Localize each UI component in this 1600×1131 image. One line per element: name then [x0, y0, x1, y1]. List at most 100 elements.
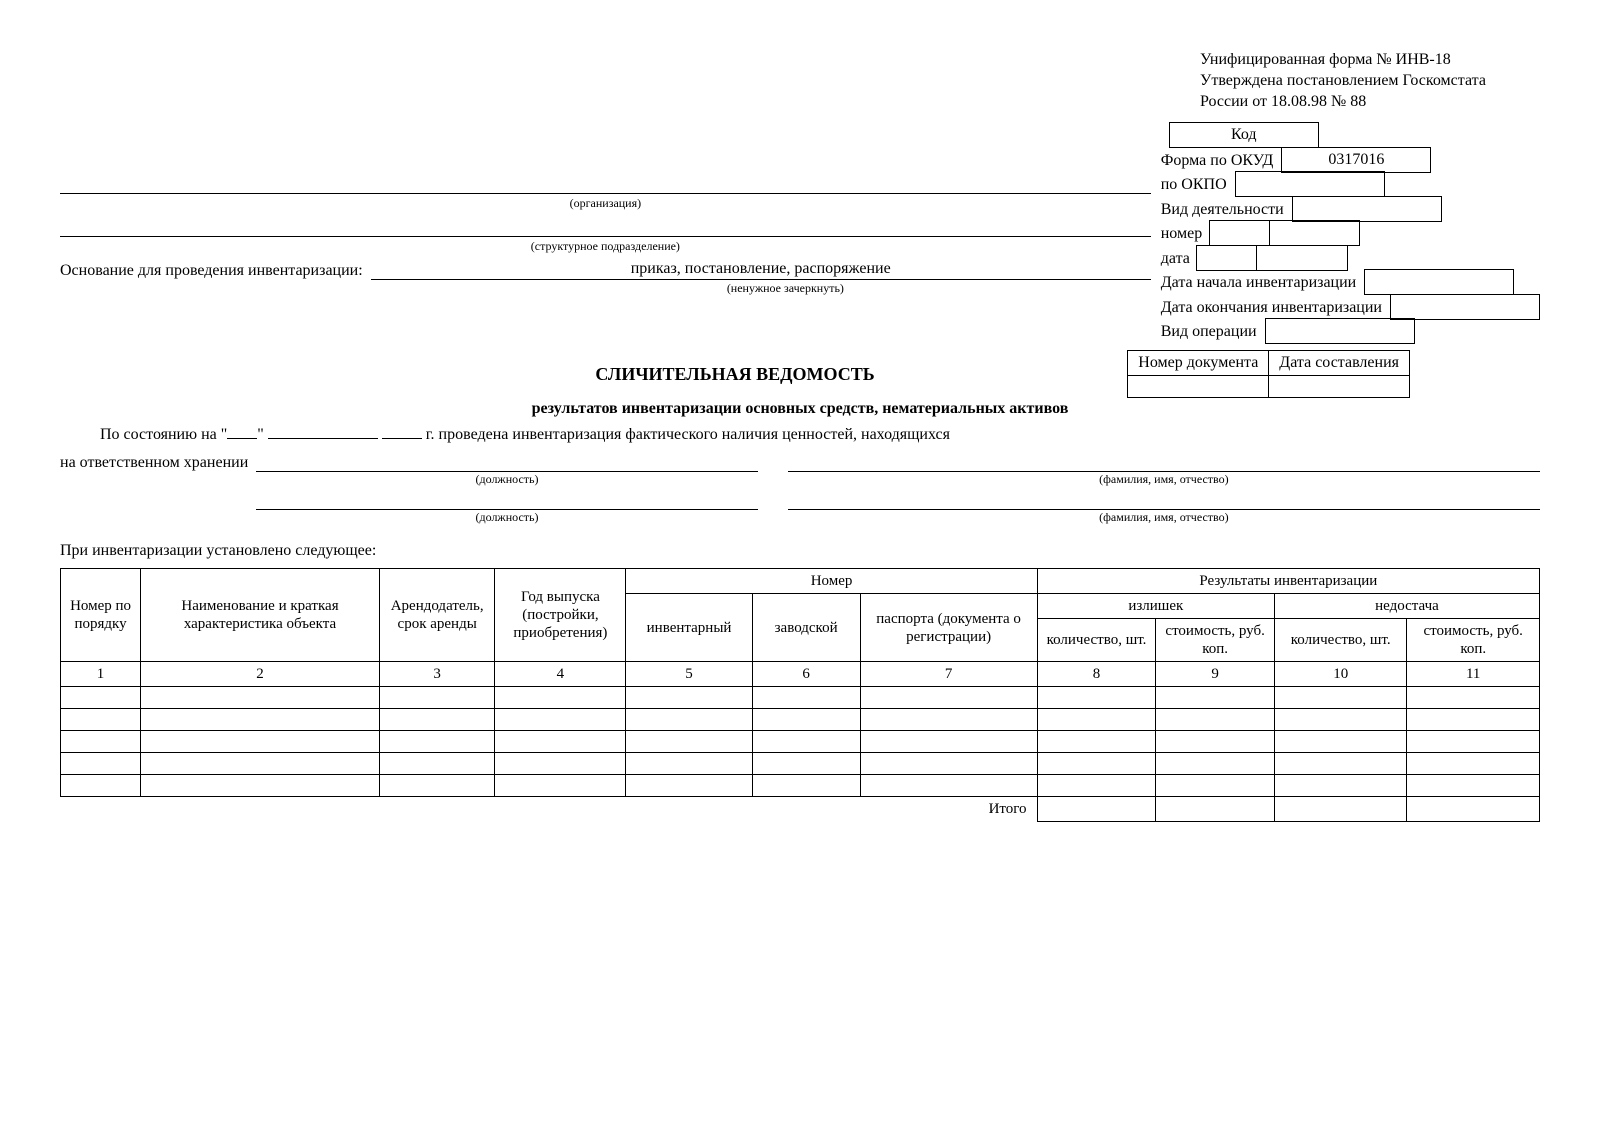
table-cell[interactable]	[141, 709, 380, 731]
table-cell[interactable]	[1156, 775, 1275, 797]
doc-date-value[interactable]	[1269, 376, 1410, 398]
basis-value[interactable]: приказ, постановление, распоряжение	[371, 260, 1151, 280]
table-cell[interactable]	[379, 709, 495, 731]
table-cell[interactable]	[61, 775, 141, 797]
operation-type-value[interactable]	[1265, 318, 1415, 344]
table-cell[interactable]	[860, 731, 1037, 753]
col-surplus-header: излишек	[1037, 594, 1274, 619]
doc-num-value[interactable]	[1128, 376, 1269, 398]
table-cell[interactable]	[495, 687, 626, 709]
col-num-11: 11	[1407, 662, 1540, 687]
table-cell[interactable]	[1407, 731, 1540, 753]
col-8-header: количество, шт.	[1037, 619, 1156, 662]
col-10-header: количество, шт.	[1274, 619, 1406, 662]
table-cell[interactable]	[1274, 775, 1406, 797]
fio-field-1[interactable]	[788, 452, 1540, 472]
okpo-label: по ОКПО	[1161, 176, 1235, 194]
okud-value: 0317016	[1281, 147, 1431, 173]
table-cell[interactable]	[1407, 709, 1540, 731]
table-cell[interactable]	[626, 731, 752, 753]
itogo-c8[interactable]	[1037, 797, 1156, 822]
col-num-6: 6	[752, 662, 860, 687]
okpo-value[interactable]	[1235, 171, 1385, 197]
col-9-header: стоимость, руб. коп.	[1156, 619, 1275, 662]
table-cell[interactable]	[1407, 687, 1540, 709]
basis-caption: (ненужное зачеркнуть)	[60, 281, 1151, 296]
col-num-4: 4	[495, 662, 626, 687]
table-cell[interactable]	[752, 753, 860, 775]
table-cell[interactable]	[626, 753, 752, 775]
table-cell[interactable]	[1156, 709, 1275, 731]
table-cell[interactable]	[626, 709, 752, 731]
table-row	[61, 753, 1540, 775]
number-value[interactable]	[1269, 220, 1361, 246]
table-cell[interactable]	[141, 775, 380, 797]
table-cell[interactable]	[141, 687, 380, 709]
date-value[interactable]	[1256, 245, 1348, 271]
col-num-2: 2	[141, 662, 380, 687]
table-cell[interactable]	[495, 731, 626, 753]
table-cell[interactable]	[1274, 731, 1406, 753]
table-cell[interactable]	[860, 687, 1037, 709]
table-cell[interactable]	[752, 709, 860, 731]
position-field-1[interactable]	[256, 452, 758, 472]
table-cell[interactable]	[1037, 687, 1156, 709]
table-cell[interactable]	[1407, 775, 1540, 797]
table-cell[interactable]	[1274, 753, 1406, 775]
code-header: Код	[1169, 122, 1319, 148]
table-cell[interactable]	[1274, 709, 1406, 731]
table-cell[interactable]	[752, 775, 860, 797]
table-cell[interactable]	[752, 731, 860, 753]
table-cell[interactable]	[379, 687, 495, 709]
table-cell[interactable]	[495, 775, 626, 797]
state-year[interactable]	[382, 438, 422, 439]
state-month[interactable]	[268, 438, 378, 439]
table-cell[interactable]	[61, 731, 141, 753]
table-cell[interactable]	[61, 753, 141, 775]
itogo-c10[interactable]	[1274, 797, 1407, 822]
table-cell[interactable]	[1037, 709, 1156, 731]
table-cell[interactable]	[379, 775, 495, 797]
organization-field[interactable]	[60, 174, 1151, 194]
table-cell[interactable]	[860, 753, 1037, 775]
subdivision-field[interactable]	[60, 217, 1151, 237]
table-cell[interactable]	[495, 709, 626, 731]
state-day[interactable]	[227, 438, 257, 439]
col-nomer-header: Номер	[626, 569, 1037, 594]
table-cell[interactable]	[1156, 753, 1275, 775]
table-cell[interactable]	[1156, 687, 1275, 709]
col-shortage-header: недостача	[1274, 594, 1539, 619]
table-row	[61, 731, 1540, 753]
table-cell[interactable]	[860, 709, 1037, 731]
table-cell[interactable]	[1274, 687, 1406, 709]
table-cell[interactable]	[1037, 775, 1156, 797]
table-cell[interactable]	[61, 709, 141, 731]
state-mid1: "	[257, 426, 264, 443]
table-cell[interactable]	[141, 753, 380, 775]
col-3-header: Арендодатель, срок аренды	[379, 569, 495, 662]
okud-label: Форма по ОКУД	[1161, 152, 1282, 170]
position-field-2[interactable]	[256, 490, 758, 510]
table-cell[interactable]	[626, 687, 752, 709]
table-cell[interactable]	[1037, 731, 1156, 753]
table-cell[interactable]	[379, 731, 495, 753]
itogo-table: Итого	[60, 796, 1540, 822]
table-cell[interactable]	[141, 731, 380, 753]
table-cell[interactable]	[1037, 753, 1156, 775]
table-cell[interactable]	[379, 753, 495, 775]
table-cell[interactable]	[1407, 753, 1540, 775]
table-cell[interactable]	[495, 753, 626, 775]
fio-field-2[interactable]	[788, 490, 1540, 510]
activity-value[interactable]	[1292, 196, 1442, 222]
col-11-header: стоимость, руб. коп.	[1407, 619, 1540, 662]
table-cell[interactable]	[1156, 731, 1275, 753]
table-cell[interactable]	[61, 687, 141, 709]
start-date-value[interactable]	[1364, 269, 1514, 295]
table-cell[interactable]	[626, 775, 752, 797]
table-cell[interactable]	[752, 687, 860, 709]
header-line-2: Утверждена постановлением Госкомстата	[1200, 71, 1540, 92]
itogo-c9[interactable]	[1156, 797, 1275, 822]
table-cell[interactable]	[860, 775, 1037, 797]
end-date-value[interactable]	[1390, 294, 1540, 320]
itogo-c11[interactable]	[1407, 797, 1540, 822]
